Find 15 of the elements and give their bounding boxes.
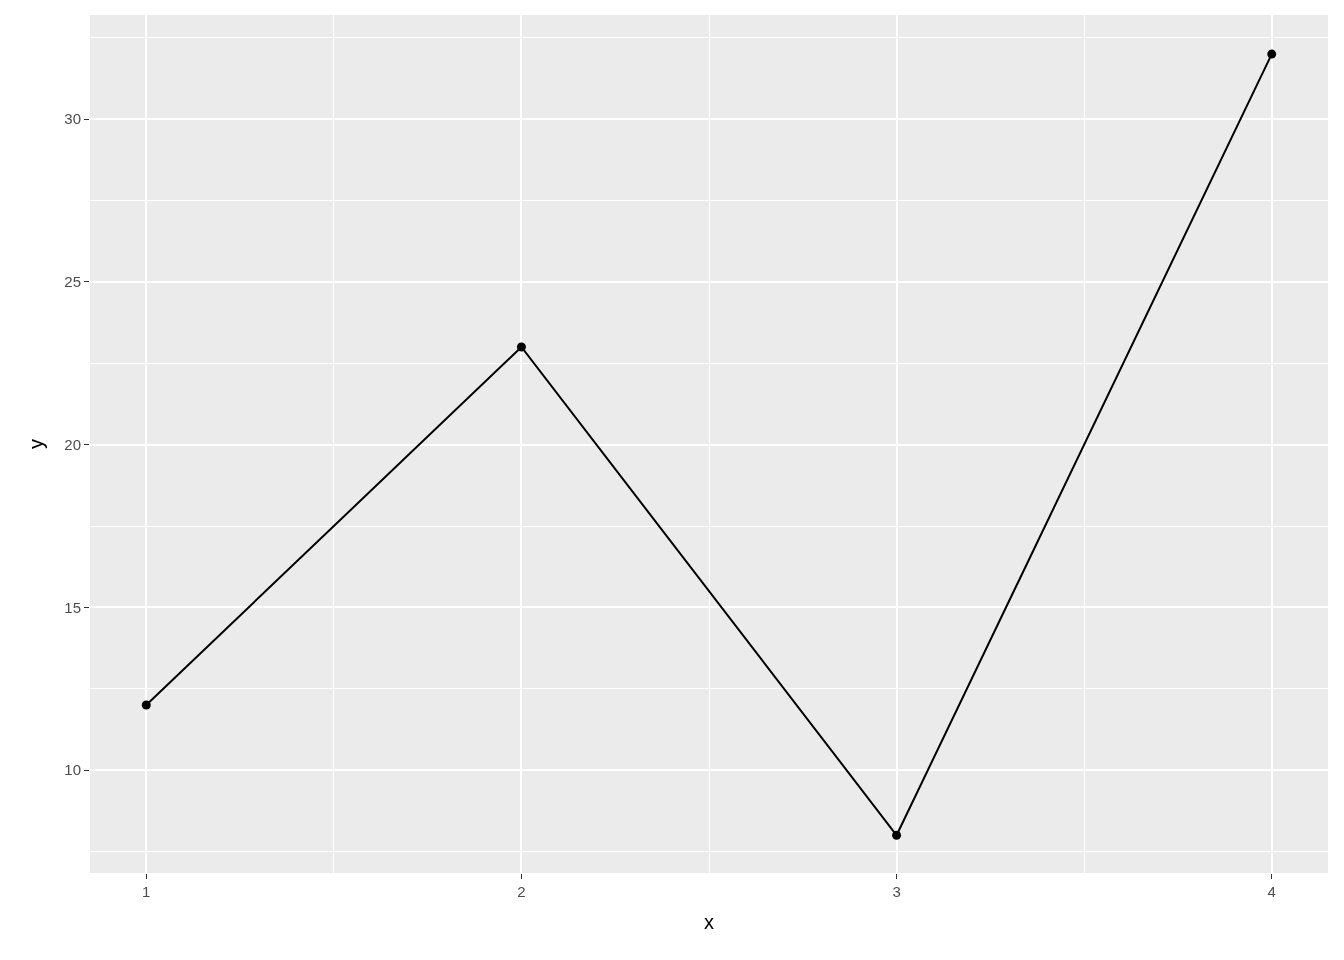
x-tick-label: 3 (892, 883, 901, 900)
x-tick-label: 2 (517, 883, 526, 900)
y-axis-title: y (24, 439, 47, 449)
y-tick-label: 25 (64, 273, 81, 291)
x-tick-label: 1 (142, 883, 151, 900)
point (141, 700, 151, 710)
y-tick-label: 10 (64, 761, 81, 779)
point (516, 342, 526, 352)
y-tick-label: 15 (64, 598, 81, 616)
x-tick-label: 4 (1267, 883, 1276, 900)
y-tick-label: 20 (64, 435, 81, 453)
point (1267, 49, 1277, 59)
x-axis-title: x (704, 910, 714, 933)
y-tick-label: 30 (64, 110, 81, 128)
point (892, 830, 902, 840)
